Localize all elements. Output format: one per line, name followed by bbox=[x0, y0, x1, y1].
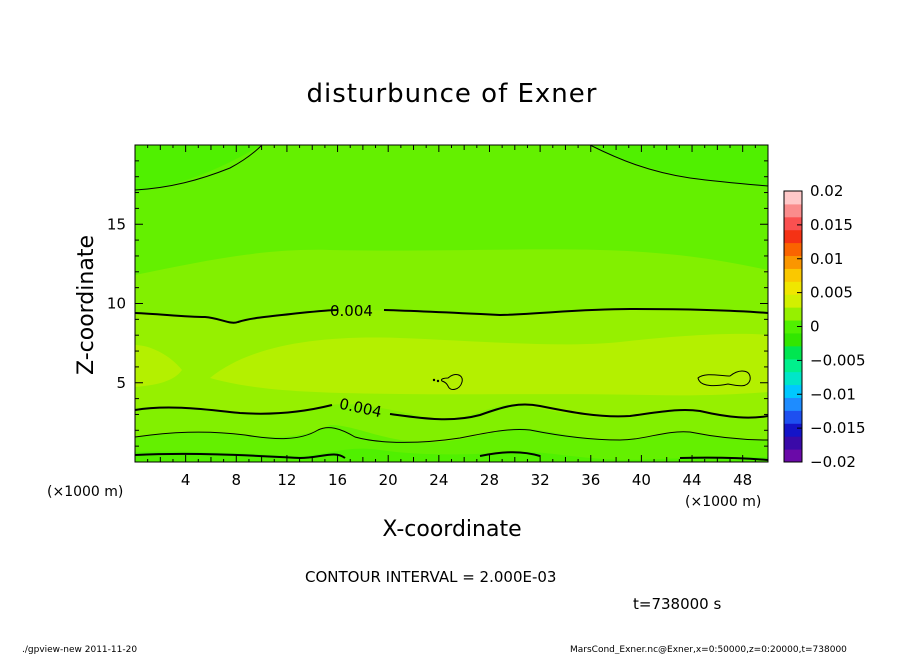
contour-blob-left bbox=[441, 374, 463, 390]
colorbar-swatch bbox=[784, 371, 802, 386]
contour-label-upper: 0.004 bbox=[330, 302, 373, 320]
colorbar-swatch bbox=[784, 384, 802, 398]
colorbar-swatch bbox=[784, 436, 802, 450]
x-tick-label: 44 bbox=[682, 471, 701, 489]
y-tick-label: 5 bbox=[116, 374, 126, 392]
x-tick-label: 16 bbox=[328, 471, 347, 489]
colorbar-tick-label: 0 bbox=[810, 318, 820, 336]
colorbar: 0.02 0.015 0.01 0.005 0 −0.005 −0.01 −0.015 −0.0… bbox=[783, 182, 866, 471]
colorbar-swatch bbox=[784, 216, 802, 231]
colorbar-tick-label: −0.01 bbox=[810, 385, 856, 403]
x-tick-label: 48 bbox=[733, 471, 752, 489]
y-axis: 5 10 15 bbox=[107, 144, 768, 463]
colorbar-swatch bbox=[784, 345, 802, 360]
field-band-max bbox=[135, 333, 768, 396]
contour-thin-lower bbox=[135, 427, 768, 443]
x-tick-label: 40 bbox=[632, 471, 651, 489]
contour-dot-b bbox=[436, 379, 440, 383]
x-tick-label: 28 bbox=[480, 471, 499, 489]
colorbar-swatch bbox=[784, 358, 802, 373]
colorbar-swatch bbox=[784, 320, 802, 334]
x-tick-label: 20 bbox=[379, 471, 398, 489]
colorbar-tick-label: 0.005 bbox=[810, 284, 853, 302]
contour-blob-right bbox=[697, 370, 751, 387]
x-axis: 4 8 12 16 20 24 28 32 36 40 44 48 bbox=[134, 145, 769, 489]
y-axis-label: Z-coordinate bbox=[74, 235, 99, 375]
contour-thin-top-right bbox=[589, 145, 768, 187]
colorbar-swatch bbox=[784, 332, 802, 347]
contour-004-upper bbox=[135, 307, 768, 324]
x-tick-label: 36 bbox=[581, 471, 600, 489]
x-unit-left: (×1000 m) bbox=[47, 484, 123, 500]
colorbar-swatch bbox=[784, 255, 802, 269]
contour-dot-a bbox=[432, 378, 436, 382]
x-tick-label: 32 bbox=[531, 471, 550, 489]
contour-004-lower bbox=[135, 403, 768, 421]
colorbar-swatch bbox=[784, 242, 802, 257]
colorbar-tick-label: −0.005 bbox=[810, 351, 866, 369]
colorbar-swatch bbox=[784, 294, 802, 308]
colorbar-swatch bbox=[784, 268, 802, 282]
x-tick-label: 8 bbox=[232, 471, 242, 489]
colorbar-swatch bbox=[784, 423, 802, 437]
colorbar-swatch bbox=[784, 307, 802, 321]
contour-interval-text: CONTOUR INTERVAL = 2.000E-03 bbox=[305, 568, 556, 586]
colorbar-swatch bbox=[784, 191, 802, 205]
chart-title: disturbunce of Exner bbox=[307, 79, 598, 109]
y-tick-label: 10 bbox=[107, 295, 126, 313]
plot-area: 0.004 0.004 bbox=[134, 144, 769, 463]
field-band-lower2 bbox=[135, 425, 768, 462]
time-text: t=738000 s bbox=[633, 595, 721, 613]
x-tick-label: 4 bbox=[181, 471, 191, 489]
footer-right: MarsCond_Exner.nc@Exner,x=0:50000,z=0:20… bbox=[570, 645, 847, 654]
colorbar-tick-label: −0.02 bbox=[810, 453, 856, 471]
x-axis-label: X-coordinate bbox=[382, 517, 521, 542]
colorbar-tick-label: 0.015 bbox=[810, 216, 853, 234]
x-tick-label: 24 bbox=[429, 471, 448, 489]
contour-thin-top bbox=[135, 145, 263, 191]
colorbar-swatch bbox=[784, 229, 802, 244]
y-tick-label: 15 bbox=[107, 215, 126, 233]
x-unit-right: (×1000 m) bbox=[685, 494, 761, 510]
colorbar-swatch bbox=[784, 203, 802, 218]
footer-left: ./gpview-new 2011-11-20 bbox=[22, 645, 137, 654]
colorbar-tick-label: 0.02 bbox=[810, 182, 843, 200]
colorbar-swatch bbox=[784, 281, 802, 295]
colorbar-swatch bbox=[784, 410, 802, 424]
colorbar-tick-label: 0.01 bbox=[810, 250, 843, 268]
colorbar-swatch bbox=[784, 449, 802, 463]
colorbar-tick-label: −0.015 bbox=[810, 419, 866, 437]
x-tick-label: 12 bbox=[277, 471, 296, 489]
colorbar-swatch bbox=[784, 397, 802, 411]
